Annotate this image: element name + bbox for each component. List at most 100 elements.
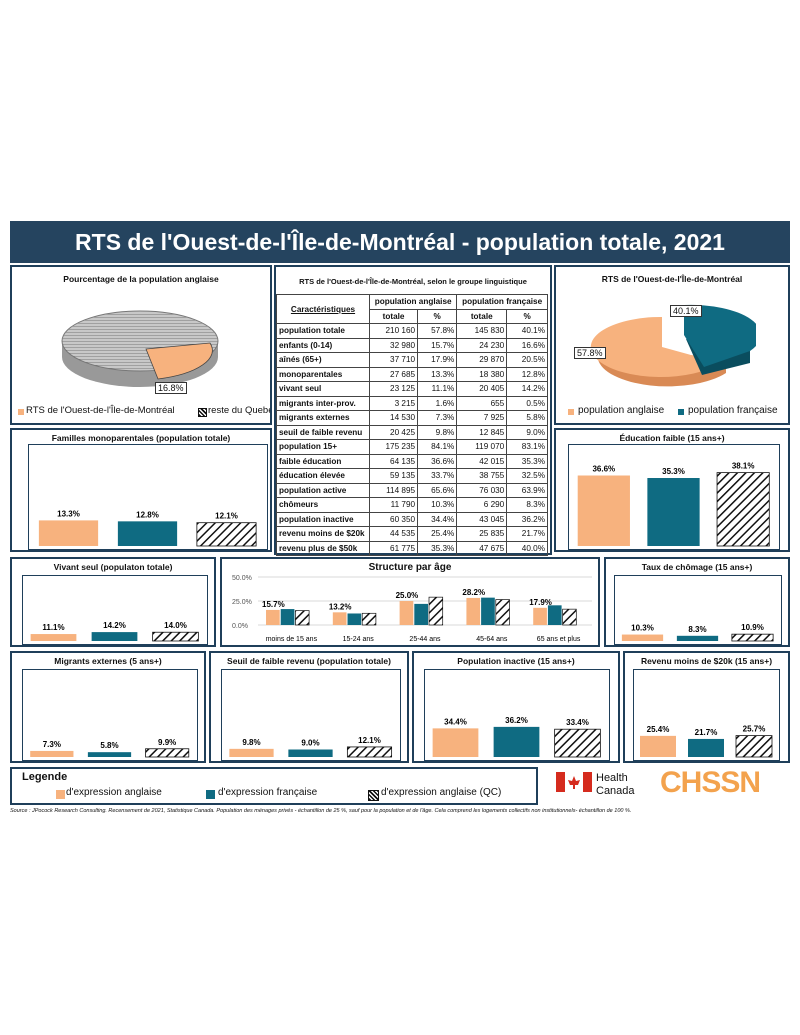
bar-anglaise-qc	[731, 633, 774, 642]
bar-anglaise	[432, 728, 479, 757]
cell-francaise-pct: 40.0%	[506, 540, 548, 556]
bar-value-label: 36.2%	[505, 716, 528, 725]
education-faible-chart: 36.6% 35.3% 38.1%	[577, 462, 770, 547]
age-bar-francaise	[414, 603, 429, 625]
education-faible-title: Éducation faible (15 ans+)	[619, 433, 725, 443]
table-row: migrants externes 14 530 7.3% 7 925 5.8%	[276, 410, 548, 426]
cell-francaise-pct: 83.1%	[506, 439, 548, 455]
vivant-seul-plot-area: 11.1% 14.2% 14.0%	[22, 575, 208, 645]
population-inactive-plot-area: 34.4% 36.2% 33.4%	[424, 669, 610, 761]
pie-left-legend-rts-swatch	[18, 409, 24, 415]
taux-de-chomage-plot-area: 10.3% 8.3% 10.9%	[614, 575, 782, 645]
col-header-fra-pct: %	[506, 308, 548, 324]
cell-anglaise-totale: 114 895	[368, 482, 419, 498]
x-category-label: moins de 15 ans	[266, 636, 318, 643]
bar-value-label: 7.3%	[43, 740, 61, 749]
cell-francaise-totale: 25 835	[456, 526, 508, 542]
bar-value-label: 10.3%	[631, 624, 654, 633]
cell-anglaise-pct: 13.3%	[417, 366, 458, 382]
age-bar-anglaise-qc	[428, 596, 444, 626]
population-inactive-title: Population inactive (15 ans+)	[457, 656, 575, 666]
bar-value-label: 14.2%	[103, 621, 126, 630]
cell-francaise-pct: 12.8%	[506, 366, 548, 382]
pie-right-anglaise-slice	[590, 316, 720, 377]
table-row: revenu moins de $20k 44 535 25.4% 25 835 21.…	[276, 526, 548, 542]
age-bar-anglaise	[332, 612, 347, 625]
age-structure-panel: Structure par âge 50.0% 25.0% 0.0% 15.7% moi…	[220, 557, 600, 647]
bar-value-label: 10.9%	[741, 623, 764, 632]
legend-anglaise: d'expression anglaise	[66, 787, 162, 798]
bar-francaise	[117, 521, 178, 546]
cell-anglaise-pct: 35.3%	[417, 540, 458, 556]
familles-monoparentales-plot-area: 13.3% 12.8% 12.1%	[28, 444, 268, 550]
col-header-francaise: population française	[456, 294, 548, 310]
x-category-label: 15-24 ans	[343, 636, 375, 643]
migrants-externes-plot-area: 7.3% 5.8% 9.9%	[22, 669, 198, 761]
table-row: chômeurs 11 790 10.3% 6 290 8.3%	[276, 497, 548, 513]
seuil-faible-revenu-panel: Seuil de faible revenu (population total…	[209, 651, 409, 763]
col-header-ang-totale: totale	[368, 308, 419, 324]
seuil-faible-revenu-title: Seuil de faible revenu (population total…	[227, 656, 391, 666]
legend-anglaise-swatch	[56, 790, 65, 799]
pie-left-rts-slice	[145, 342, 213, 380]
cell-anglaise-pct: 33.7%	[417, 468, 458, 484]
cell-row-label: éducation élevée	[276, 468, 370, 484]
bar-anglaise	[229, 748, 274, 757]
cell-francaise-pct: 9.0%	[506, 424, 548, 440]
cell-row-label: faible éducation	[276, 453, 370, 469]
cell-anglaise-totale: 3 215	[368, 395, 419, 411]
pie-right-title: RTS de l'Ouest-de-l'Île-de-Montréal	[601, 274, 743, 284]
cell-francaise-totale: 47 675	[456, 540, 508, 556]
stats-table-title: RTS de l'Ouest-de-l'Île-de-Montréal, sel…	[299, 277, 527, 286]
cell-row-label: aînés (65+)	[276, 352, 370, 368]
cell-anglaise-pct: 1.6%	[417, 395, 458, 411]
bar-anglaise-qc	[554, 728, 601, 758]
table-row: enfants (0-14) 32 980 15.7% 24 230 16.6%	[276, 337, 548, 353]
education-faible-panel: Éducation faible (15 ans+) 36.6% 35.3% 38.1…	[554, 428, 790, 552]
y-tick-label: 0.0%	[232, 623, 248, 630]
bar-value-label: 5.8%	[100, 741, 118, 750]
age-bar-francaise	[547, 605, 562, 625]
cell-francaise-totale: 43 045	[456, 511, 508, 527]
table-row: aînés (65+) 37 710 17.9% 29 870 20.5%	[276, 352, 548, 368]
cell-francaise-totale: 76 030	[456, 482, 508, 498]
bar-value-label: 12.1%	[358, 736, 381, 745]
age-bar-francaise	[280, 609, 295, 625]
pie-right-francaise-slice	[684, 304, 756, 367]
bar-anglaise	[640, 735, 676, 757]
legend-francaise: d'expression française	[218, 787, 318, 798]
bar-value-label: 21.7%	[695, 728, 718, 737]
col-header-ang-pct: %	[417, 308, 458, 324]
pie-right-legend-fra-swatch	[678, 409, 684, 415]
education-faible-plot-area: 36.6% 35.3% 38.1%	[568, 444, 780, 550]
cell-anglaise-pct: 11.1%	[417, 381, 458, 397]
cell-francaise-pct: 32.5%	[506, 468, 548, 484]
cell-row-label: population inactive	[276, 511, 370, 527]
table-row: faible éducation 64 135 36.6% 42 015 35.3%	[276, 453, 548, 469]
taux-de-chomage-title: Taux de chômage (15 ans+)	[641, 562, 753, 572]
age-bar-francaise	[347, 613, 362, 625]
cell-francaise-totale: 18 380	[456, 366, 508, 382]
pie-left-value-label: 16.8%	[155, 382, 187, 394]
pie-right-legend-ang: population anglaise	[578, 405, 665, 416]
bar-anglaise-qc	[735, 735, 773, 758]
x-category-label: 65 ans et plus	[537, 636, 581, 643]
familles-monoparentales-chart: 13.3% 12.8% 12.1%	[38, 509, 257, 547]
bar-value-label: 12.8%	[136, 510, 159, 519]
age-structure-title: Structure par âge	[368, 562, 452, 573]
cell-anglaise-pct: 10.3%	[417, 497, 458, 513]
population-inactive-chart: 34.4% 36.2% 33.4%	[432, 716, 601, 758]
bar-value-label: 14.0%	[164, 621, 187, 630]
cell-francaise-pct: 35.3%	[506, 453, 548, 469]
col-header-anglaise: population anglaise	[368, 294, 458, 310]
bar-value-label: 25.4%	[647, 725, 670, 734]
pie-left-legend-rts: RTS de l'Ouest-de-l'Île-de-Montréal	[26, 405, 175, 416]
cell-francaise-pct: 0.5%	[506, 395, 548, 411]
cell-francaise-pct: 40.1%	[506, 323, 548, 339]
legend-qc-swatch	[368, 790, 379, 801]
bar-francaise	[87, 752, 132, 757]
cell-anglaise-totale: 14 530	[368, 410, 419, 426]
age-bar-anglaise-qc	[295, 610, 310, 626]
cell-anglaise-pct: 36.6%	[417, 453, 458, 469]
revenu-moins-20k-panel: Revenu moins de $20k (15 ans+) 25.4% 21.7%…	[623, 651, 790, 763]
